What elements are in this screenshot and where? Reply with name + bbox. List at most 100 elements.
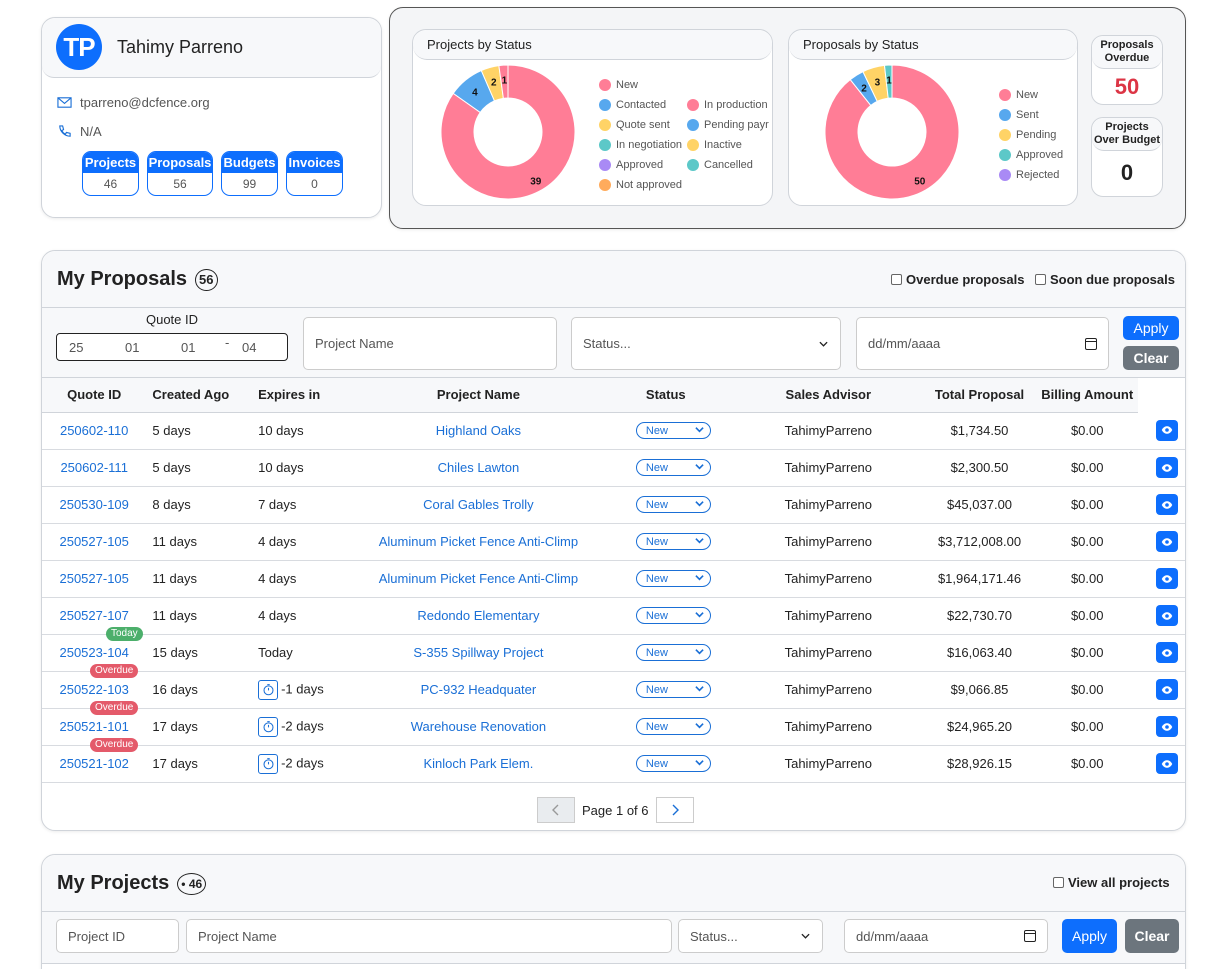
legend-item[interactable]: Approved — [999, 149, 1063, 161]
quote-id-link[interactable]: 250602-111 — [60, 460, 128, 475]
status-select[interactable]: Status... — [571, 317, 841, 370]
status-dropdown[interactable]: New — [635, 681, 711, 699]
date-input[interactable]: dd/mm/aaaa — [856, 317, 1109, 370]
project-name-link[interactable]: Aluminum Picket Fence Anti-Climp — [378, 571, 579, 586]
view-button[interactable] — [1155, 753, 1178, 774]
status-dropdown[interactable]: New — [635, 718, 711, 736]
view-button[interactable] — [1155, 457, 1178, 478]
column-header[interactable]: Quote ID — [42, 378, 147, 413]
status-select[interactable]: Status... — [678, 919, 823, 953]
column-header[interactable]: Total Proposal — [923, 378, 1036, 413]
checkbox-box[interactable] — [891, 274, 902, 285]
calendar-icon[interactable] — [1024, 930, 1036, 942]
project-name-link[interactable]: PC-932 Headquater — [420, 682, 537, 697]
legend-item[interactable]: Pending — [999, 129, 1056, 141]
donut-slice[interactable] — [824, 64, 960, 200]
quote-id-link[interactable]: 250602-110 — [59, 423, 129, 438]
quote-id-link[interactable]: 250527-105 — [59, 534, 129, 549]
status-dropdown[interactable]: New — [635, 644, 711, 662]
quote-id-link[interactable]: 250527-107 — [59, 608, 129, 623]
legend-item[interactable]: Cancelled — [687, 159, 753, 171]
projects-stat-button[interactable]: Projects 46 — [82, 151, 139, 196]
project-name-link[interactable]: Warehouse Renovation — [410, 719, 547, 734]
column-header[interactable]: Created Ago — [146, 378, 253, 413]
date-input[interactable]: dd/mm/aaaa — [844, 919, 1048, 953]
quote-id-link[interactable]: 250522-103 — [59, 682, 129, 697]
view-button[interactable] — [1155, 679, 1178, 700]
view-button[interactable] — [1155, 531, 1178, 552]
legend-item[interactable]: In negotiation — [599, 139, 682, 151]
column-header[interactable]: Sales Advisor — [733, 378, 924, 413]
project-name-input[interactable]: Project Name — [303, 317, 557, 370]
view-button[interactable] — [1155, 419, 1178, 441]
project-name-link[interactable]: Highland Oaks — [435, 423, 522, 438]
quote-id-seq-input[interactable]: 04 — [242, 339, 257, 355]
donut-slice[interactable] — [883, 64, 893, 99]
project-name-link[interactable]: Aluminum Picket Fence Anti-Climp — [378, 534, 579, 549]
eye-icon — [1161, 610, 1173, 622]
status-dropdown[interactable]: New — [635, 422, 711, 440]
checkbox-box[interactable] — [1053, 877, 1064, 888]
view-button[interactable] — [1155, 716, 1178, 737]
legend-item[interactable]: Approved — [599, 159, 663, 171]
column-header[interactable]: Status — [611, 378, 734, 413]
legend-item[interactable]: New — [999, 89, 1038, 101]
donut-slice[interactable] — [498, 64, 509, 99]
proposals-stat-button[interactable]: Proposals 56 — [147, 151, 213, 196]
soon-due-proposals-checkbox[interactable]: Soon due proposals — [1035, 272, 1175, 287]
project-id-input[interactable]: Project ID — [56, 919, 179, 953]
calendar-icon[interactable] — [1085, 337, 1097, 350]
prev-page-button[interactable] — [537, 797, 575, 823]
status-dropdown[interactable]: New — [635, 607, 711, 625]
checkbox-box[interactable] — [1035, 274, 1046, 285]
legend-item[interactable]: New — [599, 79, 638, 91]
legend-item[interactable]: Pending payr — [687, 119, 769, 131]
legend-item[interactable]: Sent — [999, 109, 1039, 121]
apply-button[interactable]: Apply — [1123, 316, 1179, 340]
donut-slice[interactable] — [440, 64, 576, 200]
overdue-proposals-checkbox[interactable]: Overdue proposals — [891, 272, 1024, 287]
column-header[interactable]: Project Name — [344, 378, 612, 413]
projects-over-budget-card[interactable]: Projects Over Budget 0 — [1091, 117, 1163, 197]
clear-button[interactable]: Clear — [1123, 346, 1179, 370]
view-button[interactable] — [1155, 494, 1178, 515]
legend-item[interactable]: In production — [687, 99, 768, 111]
project-name-link[interactable]: Coral Gables Trolly — [423, 497, 534, 512]
project-name-input[interactable]: Project Name — [186, 919, 672, 953]
view-button[interactable] — [1155, 642, 1178, 663]
next-page-button[interactable] — [655, 797, 694, 823]
quote-id-link[interactable]: 250527-105 — [59, 571, 129, 586]
quote-id-link[interactable]: 250521-101 — [59, 719, 129, 734]
invoices-stat-button[interactable]: Invoices 0 — [286, 151, 343, 196]
quote-id-day-input[interactable]: 01 — [181, 339, 196, 355]
view-button[interactable] — [1155, 605, 1178, 626]
proposals-overdue-card[interactable]: Proposals Overdue 50 — [1091, 35, 1163, 105]
legend-item[interactable]: Rejected — [999, 169, 1059, 181]
quote-id-link[interactable]: 250521-102 — [59, 756, 129, 771]
status-dropdown[interactable]: New — [635, 755, 711, 773]
quote-id-year-input[interactable]: 25 — [69, 339, 84, 355]
view-all-projects-checkbox[interactable]: View all projects — [1053, 875, 1170, 890]
status-dropdown[interactable]: New — [635, 459, 711, 477]
legend-item[interactable]: Not approved — [599, 179, 682, 191]
status-dropdown[interactable]: New — [635, 496, 711, 514]
legend-item[interactable]: Contacted — [599, 99, 666, 111]
quote-id-input-group[interactable]: 25 01 01 - 04 — [56, 333, 288, 361]
status-dropdown[interactable]: New — [635, 533, 711, 551]
status-dropdown[interactable]: New — [635, 570, 711, 588]
project-name-link[interactable]: Kinloch Park Elem. — [423, 756, 534, 771]
column-header[interactable]: Expires in — [252, 378, 345, 413]
column-header[interactable]: Billing Amount — [1035, 378, 1139, 413]
view-button[interactable] — [1155, 568, 1178, 589]
project-name-link[interactable]: Redondo Elementary — [417, 608, 540, 623]
clear-button[interactable]: Clear — [1125, 919, 1179, 953]
legend-item[interactable]: Quote sent — [599, 119, 670, 131]
legend-item[interactable]: Inactive — [687, 139, 742, 151]
quote-id-month-input[interactable]: 01 — [125, 339, 140, 355]
quote-id-link[interactable]: 250523-104 — [59, 645, 129, 660]
budgets-stat-button[interactable]: Budgets 99 — [221, 151, 278, 196]
project-name-link[interactable]: S-355 Spillway Project — [413, 645, 544, 660]
project-name-link[interactable]: Chiles Lawton — [437, 460, 520, 475]
apply-button[interactable]: Apply — [1062, 919, 1117, 953]
quote-id-link[interactable]: 250530-109 — [59, 497, 129, 512]
